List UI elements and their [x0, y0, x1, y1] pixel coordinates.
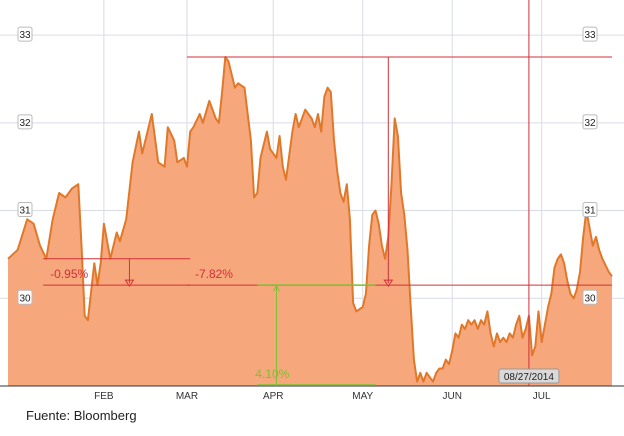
x-tick-label: APR — [263, 391, 284, 402]
y-tick-label-left: 31 — [19, 206, 31, 217]
y-tick-label-left: 32 — [19, 118, 31, 129]
annotation-arrowhead — [383, 279, 394, 288]
y-tick-label-left: 33 — [19, 30, 31, 41]
y-tick-box — [582, 202, 598, 218]
annotation-label: -0.95% — [50, 267, 88, 281]
x-tick-label: JUL — [533, 391, 551, 402]
x-tick-label: MAR — [176, 391, 198, 402]
y-tick-box — [582, 26, 598, 42]
date-marker-box — [498, 368, 560, 384]
y-tick-box — [582, 289, 598, 305]
annotation-arrowhead — [124, 279, 135, 288]
series-line — [7, 56, 613, 383]
y-tick-box — [17, 114, 33, 130]
annotation-label: -7.82% — [195, 267, 233, 281]
annotation-arrowhead — [273, 285, 280, 292]
y-tick-label-left: 30 — [19, 293, 31, 304]
x-tick-label: MAY — [352, 391, 373, 402]
y-tick-box — [17, 289, 33, 305]
series-area — [8, 57, 612, 386]
y-tick-label-right: 30 — [584, 293, 596, 304]
x-tick-label: JUN — [442, 391, 461, 402]
source-caption: Fuente: Bloomberg — [26, 408, 137, 423]
annotation-label: 4.10% — [255, 367, 289, 381]
y-tick-box — [17, 26, 33, 42]
x-tick-label: FEB — [94, 391, 114, 402]
y-tick-label-right: 32 — [584, 118, 596, 129]
y-tick-label-right: 31 — [584, 206, 596, 217]
y-tick-label-right: 33 — [584, 30, 596, 41]
y-tick-box — [17, 202, 33, 218]
y-tick-box — [582, 114, 598, 130]
date-marker-label: 08/27/2014 — [504, 372, 554, 383]
